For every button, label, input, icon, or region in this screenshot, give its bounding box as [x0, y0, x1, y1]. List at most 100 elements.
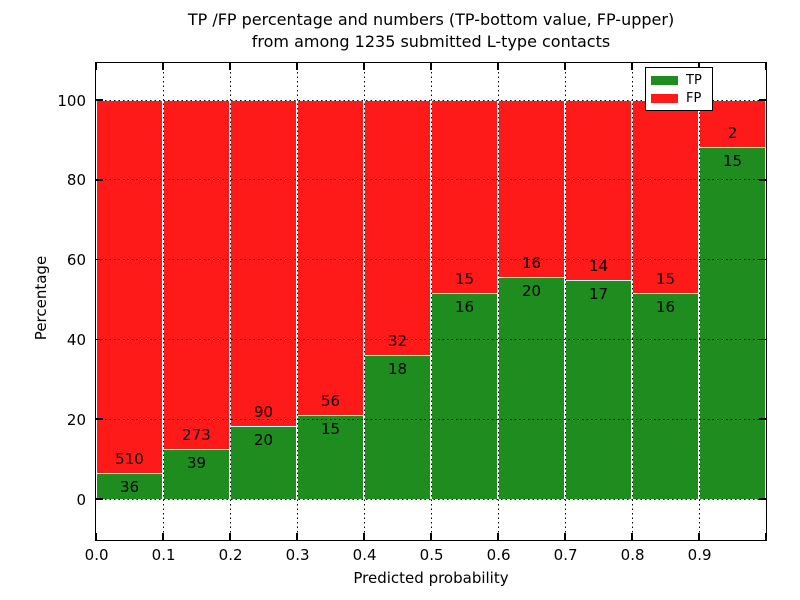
plot-area: 510 36 273 39 90 20 56 15 32 18 15 16 16 20 14 17 15 16 2 1… — [95, 62, 767, 541]
x-tick-top-3 — [296, 63, 298, 70]
y-tick-label-20: 20 — [66, 410, 86, 429]
bar-label-tp-6: 20 — [521, 282, 542, 301]
x-tick-top-8 — [631, 63, 633, 70]
x-tick-top-2 — [229, 63, 231, 70]
y-tick-label-100: 100 — [57, 91, 86, 110]
x-tick-bottom-9 — [698, 533, 700, 540]
x-tick-bottom-6 — [497, 533, 499, 540]
x-tick-label-4: 0.4 — [352, 546, 377, 564]
x-tick-bottom-7 — [564, 533, 566, 540]
bar-segment-tp-2 — [230, 426, 297, 499]
bar-segment-tp-4 — [364, 355, 431, 499]
gridline-x-6 — [497, 63, 499, 540]
bar-segment-fp-8 — [632, 100, 699, 294]
gridline-x-3 — [296, 63, 298, 540]
x-tick-top-7 — [564, 63, 566, 70]
y-tick-left-0 — [96, 498, 103, 500]
x-tick-bottom-3 — [296, 533, 298, 540]
bar-segment-fp-2 — [230, 100, 297, 427]
bar-label-tp-7: 17 — [588, 285, 609, 304]
y-tick-right-80 — [759, 179, 766, 181]
bar-label-tp-1: 39 — [186, 454, 207, 473]
x-tick-bottom-5 — [430, 533, 432, 540]
y-tick-left-20 — [96, 418, 103, 420]
x-tick-label-3: 0.3 — [285, 546, 310, 564]
bar-label-fp-0: 510 — [115, 449, 144, 468]
y-tick-label-80: 80 — [66, 171, 86, 190]
x-tick-label-8: 0.8 — [620, 546, 645, 564]
y-tick-right-60 — [759, 258, 766, 261]
gridline-x-1 — [162, 63, 164, 540]
legend: TP FP — [645, 67, 713, 111]
bar-label-fp-7: 14 — [588, 257, 609, 276]
bar-segment-tp-7 — [565, 280, 632, 499]
bar-segment-fp-7 — [565, 100, 632, 281]
bar-label-fp-3: 56 — [320, 391, 341, 410]
bar-label-fp-2: 90 — [253, 403, 274, 422]
y-tick-left-40 — [96, 338, 103, 341]
bar-segment-fp-6 — [498, 100, 565, 278]
y-tick-right-20 — [759, 418, 766, 420]
legend-item-tp: TP — [651, 74, 707, 87]
bar-label-fp-6: 16 — [521, 254, 542, 273]
gridline-x-4 — [363, 63, 365, 540]
bar-label-tp-5: 16 — [454, 298, 475, 317]
gridline-x-8 — [631, 63, 633, 540]
bar-label-tp-0: 36 — [119, 477, 140, 496]
y-tick-label-0: 0 — [76, 490, 86, 509]
x-tick-top-1 — [162, 63, 164, 70]
bar-segment-tp-9 — [699, 146, 766, 499]
y-tick-left-100 — [96, 99, 103, 101]
x-axis-label: Predicted probability — [353, 569, 509, 587]
bar-label-tp-9: 15 — [722, 151, 743, 170]
x-tick-label-2: 0.2 — [218, 546, 243, 564]
bar-segment-fp-5 — [431, 100, 498, 294]
y-tick-left-80 — [96, 179, 103, 181]
bar-label-fp-1: 273 — [182, 426, 211, 445]
bar-segment-fp-3 — [297, 100, 364, 415]
x-tick-top-6 — [497, 63, 499, 70]
x-tick-bottom-8 — [631, 533, 633, 540]
x-tick-label-6: 0.6 — [486, 546, 511, 564]
gridline-x-9 — [698, 63, 700, 540]
x-tick-top-9 — [698, 63, 700, 70]
bar-label-tp-8: 16 — [655, 298, 676, 317]
x-tick-top-4 — [363, 63, 365, 70]
x-tick-bottom-10 — [765, 533, 767, 540]
y-tick-left-60 — [96, 258, 103, 261]
bar-segment-fp-0 — [96, 100, 163, 473]
gridline-x-7 — [564, 63, 566, 540]
chart-title-line1: TP /FP percentage and numbers (TP-bottom… — [187, 10, 675, 29]
bar-segment-tp-0 — [96, 472, 163, 499]
bar-segment-fp-4 — [364, 100, 431, 356]
bar-label-fp-9: 2 — [727, 123, 738, 142]
y-tick-label-40: 40 — [66, 331, 86, 349]
x-tick-label-5: 0.5 — [419, 546, 444, 564]
bar-label-tp-2: 20 — [253, 431, 274, 450]
y-tick-right-0 — [759, 498, 766, 500]
gridline-x-5 — [430, 63, 432, 540]
legend-swatch-fp — [651, 93, 678, 103]
legend-label-tp: TP — [686, 72, 702, 88]
x-tick-label-0: 0.0 — [84, 546, 109, 564]
legend-item-fp: FP — [651, 92, 707, 105]
bar-segment-tp-1 — [163, 449, 230, 499]
x-tick-label-7: 0.7 — [553, 546, 578, 564]
x-tick-label-9: 0.9 — [687, 546, 712, 564]
gridline-x-2 — [229, 63, 231, 540]
bar-label-tp-4: 18 — [387, 360, 408, 379]
bar-segment-tp-3 — [297, 414, 364, 499]
y-tick-right-40 — [759, 338, 766, 341]
x-tick-bottom-2 — [229, 533, 231, 540]
x-tick-bottom-1 — [162, 533, 164, 540]
chart-title-line2: from among 1235 submitted L-type contact… — [251, 32, 611, 51]
x-tick-label-1: 0.1 — [151, 546, 176, 564]
x-tick-top-0 — [95, 63, 97, 70]
x-tick-bottom-4 — [363, 533, 365, 540]
bar-label-fp-8: 15 — [655, 270, 676, 289]
bar-label-tp-3: 15 — [320, 419, 341, 438]
bar-label-fp-5: 15 — [454, 270, 475, 289]
bar-segment-tp-6 — [498, 277, 565, 499]
y-axis-label-wrap: Percentage — [20, 170, 62, 426]
